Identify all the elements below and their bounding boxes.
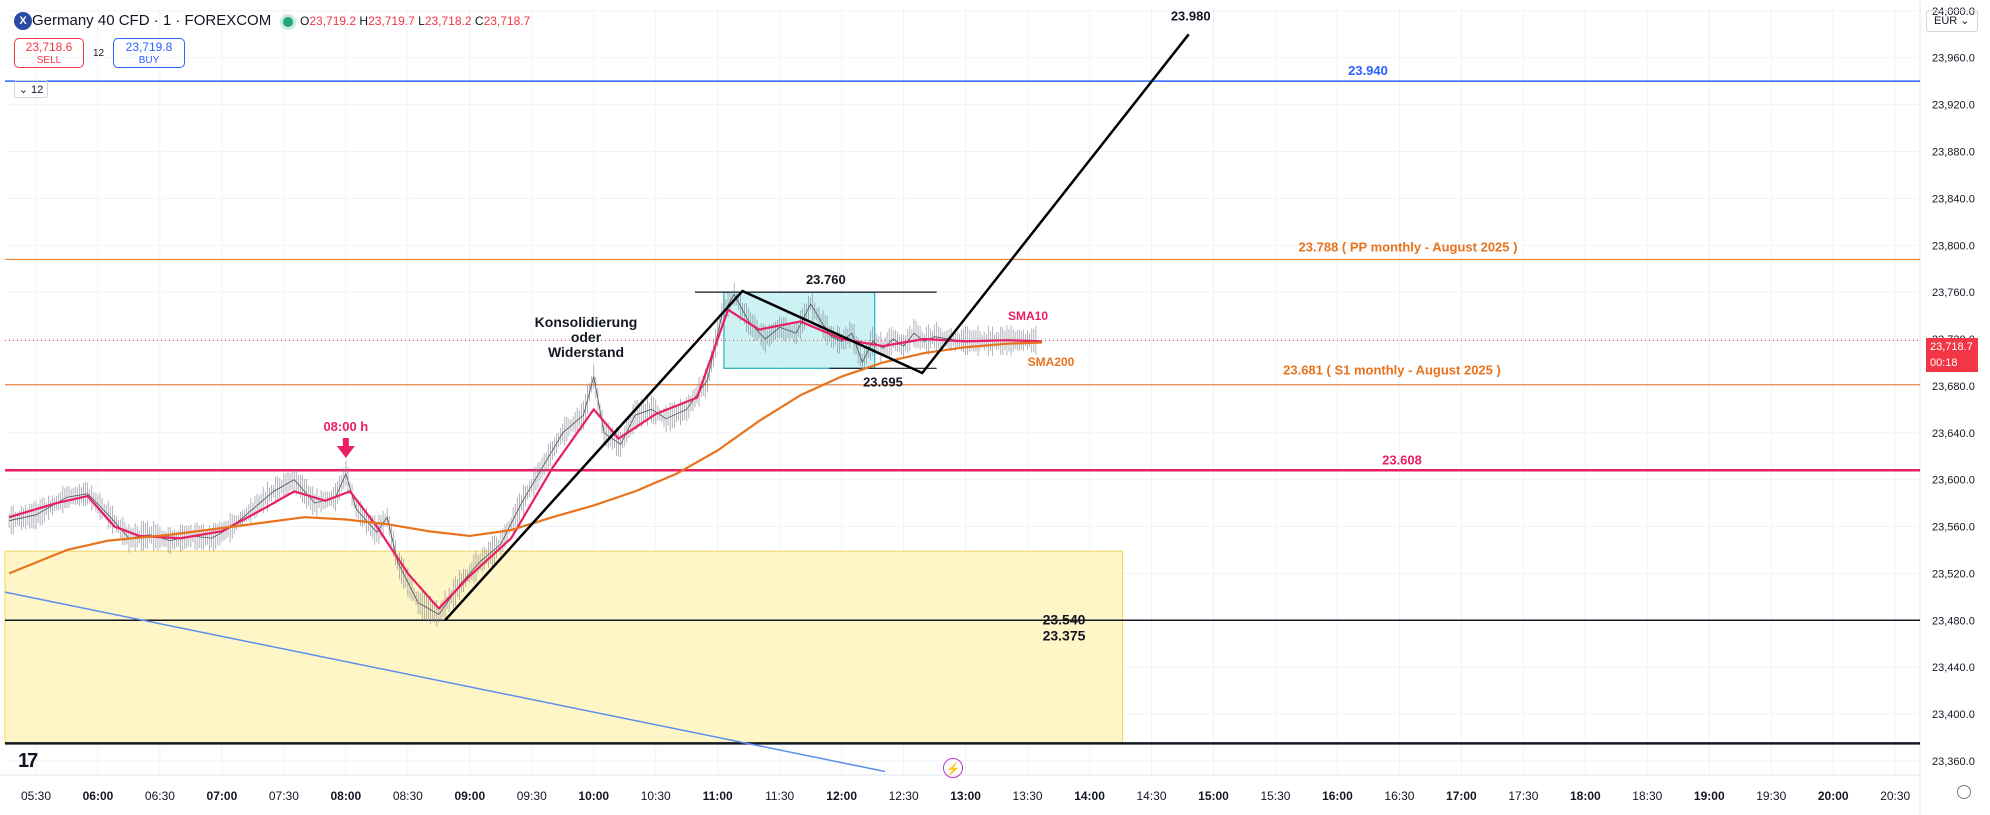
x-tick-label: 05:30 [21, 789, 51, 803]
y-tick-label: 23,640.0 [1932, 428, 1975, 440]
level-label-23608: 23.608 [1382, 452, 1422, 467]
x-tick-label: 16:30 [1384, 789, 1414, 803]
x-tick-label: 14:30 [1137, 789, 1167, 803]
y-tick-label: 23,760.0 [1932, 287, 1975, 299]
x-tick-label: 13:30 [1013, 789, 1043, 803]
x-tick-label: 07:30 [269, 789, 299, 803]
symbol-title[interactable]: Germany 40 CFD · 1 · FOREXCOM [32, 12, 272, 29]
y-tick-label: 23,440.0 [1932, 662, 1975, 674]
interval-toggle-button[interactable]: ⌄ 12 [14, 80, 48, 98]
y-tick-label: 23,840.0 [1932, 193, 1975, 205]
x-tick-label: 12:30 [889, 789, 919, 803]
x-tick-label: 20:00 [1818, 789, 1849, 803]
x-tick-label: 06:00 [83, 789, 114, 803]
chart-zones [4, 291, 1124, 744]
price-series [8, 283, 1043, 627]
y-tick-label: 23,880.0 [1932, 146, 1975, 158]
blue-trendline [4, 591, 886, 773]
sma200-label: SMA200 [1028, 355, 1075, 369]
marker-arrow-head-icon [336, 446, 355, 458]
chevron-down-icon: ⌄ [1960, 15, 1970, 27]
x-tick-label: 09:30 [517, 789, 547, 803]
x-tick-label: 09:00 [454, 789, 485, 803]
y-tick-label: 23,400.0 [1932, 709, 1975, 721]
x-tick-label: 15:30 [1260, 789, 1290, 803]
box-level-label: 23.760 [806, 272, 846, 287]
sell-button[interactable]: 23,718.6 SELL [14, 38, 84, 68]
x-tick-label: 14:00 [1074, 789, 1105, 803]
flash-icon[interactable]: ⚡ [943, 758, 963, 778]
x-tick-label: 19:30 [1756, 789, 1786, 803]
x-tick-label: 16:00 [1322, 789, 1353, 803]
target-label: 23.980 [1171, 8, 1211, 23]
x-tick-label: 18:30 [1632, 789, 1662, 803]
x-tick-label: 08:00 [331, 789, 362, 803]
x-tick-label: 07:00 [207, 789, 238, 803]
y-tick-label: 23,920.0 [1932, 100, 1975, 112]
x-tick-label: 19:00 [1694, 789, 1725, 803]
ohlc-readout: O23,719.2 H23,719.7 L23,718.2 C23,718.7 [300, 14, 531, 28]
konsolidierung-label: Konsolidierung [535, 314, 638, 330]
x-tick-label: 10:30 [641, 789, 671, 803]
y-tick-label: 23,680.0 [1932, 381, 1975, 393]
market-open-icon [283, 17, 293, 27]
x-tick-label: 15:00 [1198, 789, 1229, 803]
x-tick-label: 18:00 [1570, 789, 1601, 803]
chart-axes: 24,000.0 23,960.0 23,920.0 23,880.0 23,840.0… [21, 6, 1975, 803]
y-tick-label: 23,480.0 [1932, 615, 1975, 627]
marker-arrow-icon [342, 438, 349, 446]
trend-drawing [444, 33, 1190, 622]
konsolidierung-label: oder [571, 329, 602, 345]
level-label-pp: 23.788 ( PP monthly - August 2025 ) [1299, 239, 1518, 254]
sma200-line [8, 341, 1043, 575]
demand-zone [4, 550, 1124, 744]
x-tick-label: 17:00 [1446, 789, 1477, 803]
y-tick-label: 24,000.0 [1932, 6, 1975, 18]
currency-select[interactable]: EUR ⌄ [1926, 10, 1978, 32]
chart-labels: 23.940 23.788 ( PP monthly - August 2025 … [323, 8, 1517, 643]
x-tick-label: 11:00 [703, 789, 733, 803]
trend-drawings [4, 33, 1190, 773]
konsolidierung-label: Widerstand [548, 344, 624, 360]
y-tick-label: 23,960.0 [1932, 53, 1975, 65]
x-tick-label: 17:30 [1508, 789, 1538, 803]
x-tick-label: 13:00 [950, 789, 981, 803]
current-price-tag: 23,718.7 00:18 [1926, 338, 1978, 372]
y-tick-label: 23,600.0 [1932, 475, 1975, 487]
symbol-logo-icon: X [14, 12, 32, 30]
spread-value: 12 [93, 48, 105, 59]
marker-time-label: 08:00 h [323, 419, 368, 434]
tradingview-logo-icon: 17 [18, 750, 38, 772]
x-tick-label: 10:00 [578, 789, 609, 803]
x-tick-label: 12:00 [826, 789, 857, 803]
buy-button[interactable]: 23,719.8 BUY [113, 38, 185, 68]
level-label-23375: 23.375 [1043, 627, 1086, 643]
level-label-23540: 23.540 [1043, 611, 1086, 627]
horizontal-levels [5, 80, 1920, 745]
x-tick-label: 11:30 [765, 789, 794, 803]
y-tick-label: 23,560.0 [1932, 522, 1975, 534]
box-level-label: 23.695 [863, 374, 903, 389]
y-tick-label: 23,520.0 [1932, 568, 1975, 580]
y-tick-label: 23,360.0 [1932, 756, 1975, 768]
x-tick-label: 06:30 [145, 789, 175, 803]
settings-icon[interactable] [1957, 785, 1971, 799]
y-tick-label: 23,800.0 [1932, 240, 1975, 252]
sma10-label: SMA10 [1008, 309, 1048, 323]
x-tick-label: 08:30 [393, 789, 423, 803]
x-tick-label: 20:30 [1880, 789, 1910, 803]
level-label-s1: 23.681 ( S1 monthly - August 2025 ) [1283, 363, 1501, 378]
level-label-23940: 23.940 [1348, 63, 1388, 78]
